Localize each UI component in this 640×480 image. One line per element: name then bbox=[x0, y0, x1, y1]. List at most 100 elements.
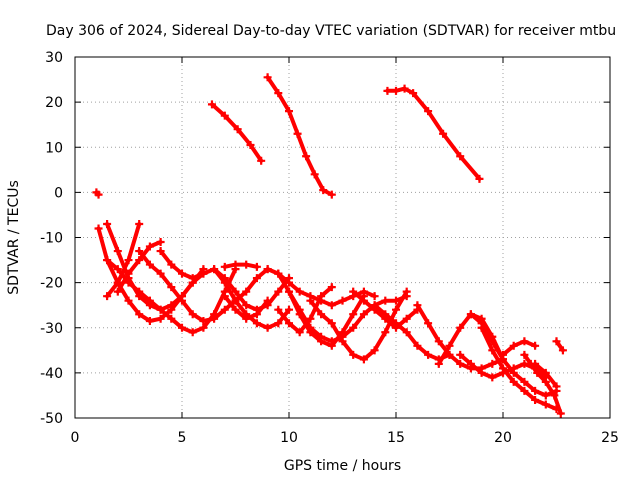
series-arc-30 bbox=[552, 337, 567, 355]
data-point bbox=[199, 316, 208, 325]
data-point bbox=[541, 377, 550, 386]
data-point bbox=[338, 337, 347, 346]
data-point bbox=[477, 368, 486, 377]
data-point bbox=[145, 260, 154, 269]
data-point bbox=[319, 186, 328, 195]
data-point bbox=[242, 260, 251, 269]
x-tick-label: 20 bbox=[494, 430, 512, 446]
data-point bbox=[220, 262, 229, 271]
data-point bbox=[317, 337, 326, 346]
data-point bbox=[424, 319, 433, 328]
data-point bbox=[541, 368, 550, 377]
data-point bbox=[135, 292, 144, 301]
data-point bbox=[274, 319, 283, 328]
data-point bbox=[349, 310, 358, 319]
data-point bbox=[231, 260, 240, 269]
data-point bbox=[220, 292, 229, 301]
data-point bbox=[274, 89, 283, 98]
data-point bbox=[558, 346, 567, 355]
data-point bbox=[246, 140, 255, 149]
data-point bbox=[509, 341, 518, 350]
data-point bbox=[413, 301, 422, 310]
data-point bbox=[400, 84, 409, 93]
data-point bbox=[231, 296, 240, 305]
x-tick-label: 5 bbox=[178, 430, 187, 446]
data-point bbox=[424, 350, 433, 359]
data-point bbox=[381, 296, 390, 305]
data-point bbox=[295, 310, 304, 319]
data-point bbox=[295, 287, 304, 296]
data-point bbox=[94, 224, 103, 233]
data-series bbox=[92, 73, 567, 418]
data-point bbox=[285, 278, 293, 287]
series-line bbox=[105, 222, 142, 299]
data-point bbox=[263, 323, 272, 332]
data-point bbox=[409, 89, 418, 98]
data-point bbox=[370, 346, 379, 355]
data-point bbox=[392, 86, 400, 95]
data-point bbox=[156, 305, 165, 314]
data-point bbox=[252, 262, 261, 271]
data-point bbox=[233, 125, 242, 134]
data-point bbox=[199, 269, 208, 278]
data-point bbox=[531, 359, 540, 368]
data-point bbox=[252, 274, 261, 283]
data-point bbox=[456, 350, 465, 359]
data-point bbox=[509, 368, 518, 377]
data-point bbox=[94, 190, 103, 199]
data-point bbox=[381, 328, 390, 337]
x-tick-label: 15 bbox=[387, 430, 405, 446]
data-point bbox=[135, 219, 144, 228]
data-point bbox=[402, 314, 411, 323]
data-point bbox=[167, 314, 176, 323]
data-point bbox=[349, 323, 358, 332]
series-line bbox=[105, 222, 206, 312]
data-point bbox=[207, 100, 216, 109]
data-point bbox=[167, 260, 176, 269]
series-arc-2 bbox=[263, 73, 336, 199]
series-arc-14 bbox=[220, 260, 261, 271]
data-point bbox=[113, 278, 122, 287]
data-point bbox=[445, 350, 454, 359]
data-point bbox=[520, 377, 529, 386]
y-tick-label: -10 bbox=[40, 231, 63, 247]
data-point bbox=[520, 337, 529, 346]
data-point bbox=[383, 86, 392, 95]
data-point bbox=[424, 107, 433, 116]
series-line bbox=[287, 289, 366, 348]
data-point bbox=[445, 341, 454, 350]
data-point bbox=[242, 287, 251, 296]
data-point bbox=[327, 301, 336, 310]
data-point bbox=[167, 283, 176, 292]
data-point bbox=[349, 350, 358, 359]
data-point bbox=[392, 296, 400, 305]
data-point bbox=[392, 319, 400, 328]
data-point bbox=[285, 305, 293, 314]
data-point bbox=[156, 238, 165, 247]
data-point bbox=[242, 301, 251, 310]
data-point bbox=[178, 323, 186, 332]
data-point bbox=[103, 256, 112, 265]
data-point bbox=[103, 292, 112, 301]
data-point bbox=[263, 296, 272, 305]
data-point bbox=[327, 283, 336, 292]
data-point bbox=[103, 219, 112, 228]
data-point bbox=[509, 377, 518, 386]
data-point bbox=[477, 323, 486, 332]
data-point bbox=[456, 359, 465, 368]
x-tick-label: 25 bbox=[601, 430, 619, 446]
data-point bbox=[499, 350, 507, 359]
y-tick-label: -20 bbox=[40, 276, 63, 292]
data-point bbox=[242, 314, 251, 323]
y-tick-label: 10 bbox=[45, 140, 63, 156]
data-point bbox=[135, 310, 144, 319]
series-arc-28 bbox=[520, 350, 565, 418]
data-point bbox=[210, 314, 219, 323]
series-arc-4 bbox=[92, 188, 103, 199]
data-point bbox=[210, 265, 219, 274]
data-point bbox=[402, 328, 411, 337]
data-point bbox=[231, 305, 240, 314]
data-point bbox=[317, 310, 326, 319]
data-point bbox=[285, 107, 293, 116]
data-point bbox=[456, 323, 465, 332]
